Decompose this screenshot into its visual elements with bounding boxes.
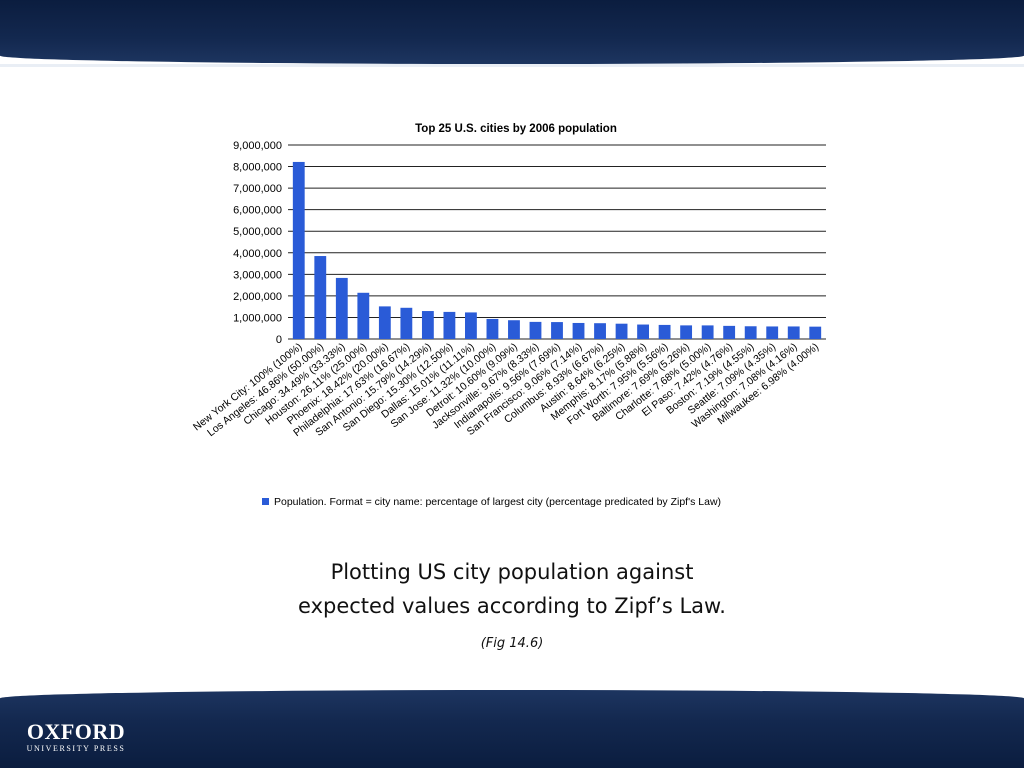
y-tick-label: 5,000,000 bbox=[233, 226, 282, 238]
x-axis-ticks: New York City: 100% (100%)Los Angeles: 4… bbox=[191, 341, 821, 439]
bar bbox=[335, 277, 348, 339]
y-tick-label: 0 bbox=[276, 334, 282, 346]
caption-text: Plotting US city population against expe… bbox=[298, 560, 726, 618]
bar bbox=[551, 322, 563, 339]
bar bbox=[615, 323, 628, 339]
y-tick-label: 3,000,000 bbox=[233, 269, 282, 281]
slide-caption: Plotting US city population against expe… bbox=[290, 555, 734, 661]
bars bbox=[292, 161, 822, 339]
bar bbox=[314, 256, 327, 339]
legend-swatch bbox=[262, 498, 269, 505]
y-tick-label: 9,000,000 bbox=[233, 140, 282, 152]
y-axis-ticks: 0 1,000,000 2,000,000 3,000,000 4,000,000 5,0… bbox=[233, 140, 282, 346]
bar bbox=[378, 306, 391, 339]
bar bbox=[357, 292, 370, 339]
bar bbox=[400, 307, 413, 339]
logo-sub-text: UNIVERSITY PRESS bbox=[26, 744, 126, 753]
bar bbox=[292, 161, 305, 339]
header-band bbox=[0, 0, 1024, 67]
bar bbox=[421, 311, 434, 339]
bar bbox=[529, 321, 542, 339]
bar bbox=[486, 318, 499, 339]
bar bbox=[680, 325, 693, 339]
footer-band bbox=[0, 690, 1024, 768]
y-tick-label: 1,000,000 bbox=[233, 312, 282, 324]
y-tick-label: 8,000,000 bbox=[233, 162, 282, 174]
legend: Population. Format = city name: percenta… bbox=[262, 496, 721, 508]
bar bbox=[766, 326, 779, 339]
bar bbox=[744, 326, 757, 339]
y-tick-label: 6,000,000 bbox=[233, 205, 282, 217]
oxford-logo: OXFORD UNIVERSITY PRESS bbox=[26, 721, 126, 755]
bar bbox=[508, 320, 520, 339]
chart-title: Top 25 U.S. cities by 2006 population bbox=[415, 123, 617, 135]
figure-reference: (Fig 14.6) bbox=[480, 636, 544, 651]
y-tick-label: 4,000,000 bbox=[233, 248, 282, 260]
legend-label: Population. Format = city name: percenta… bbox=[274, 496, 721, 508]
y-tick-label: 7,000,000 bbox=[233, 183, 282, 195]
gridlines bbox=[288, 144, 826, 340]
bar bbox=[658, 324, 671, 339]
logo-main-text: OXFORD bbox=[26, 719, 126, 744]
bar bbox=[443, 311, 456, 339]
bar bbox=[465, 312, 477, 339]
bar-chart: Top 25 U.S. cities by 2006 population 0 1… bbox=[191, 123, 826, 508]
bar bbox=[637, 324, 649, 339]
bar bbox=[572, 322, 585, 339]
bar bbox=[594, 323, 606, 339]
y-tick-label: 2,000,000 bbox=[233, 291, 282, 303]
bar bbox=[701, 325, 714, 339]
bar bbox=[809, 326, 822, 339]
bar bbox=[723, 325, 736, 339]
bar bbox=[787, 326, 800, 339]
